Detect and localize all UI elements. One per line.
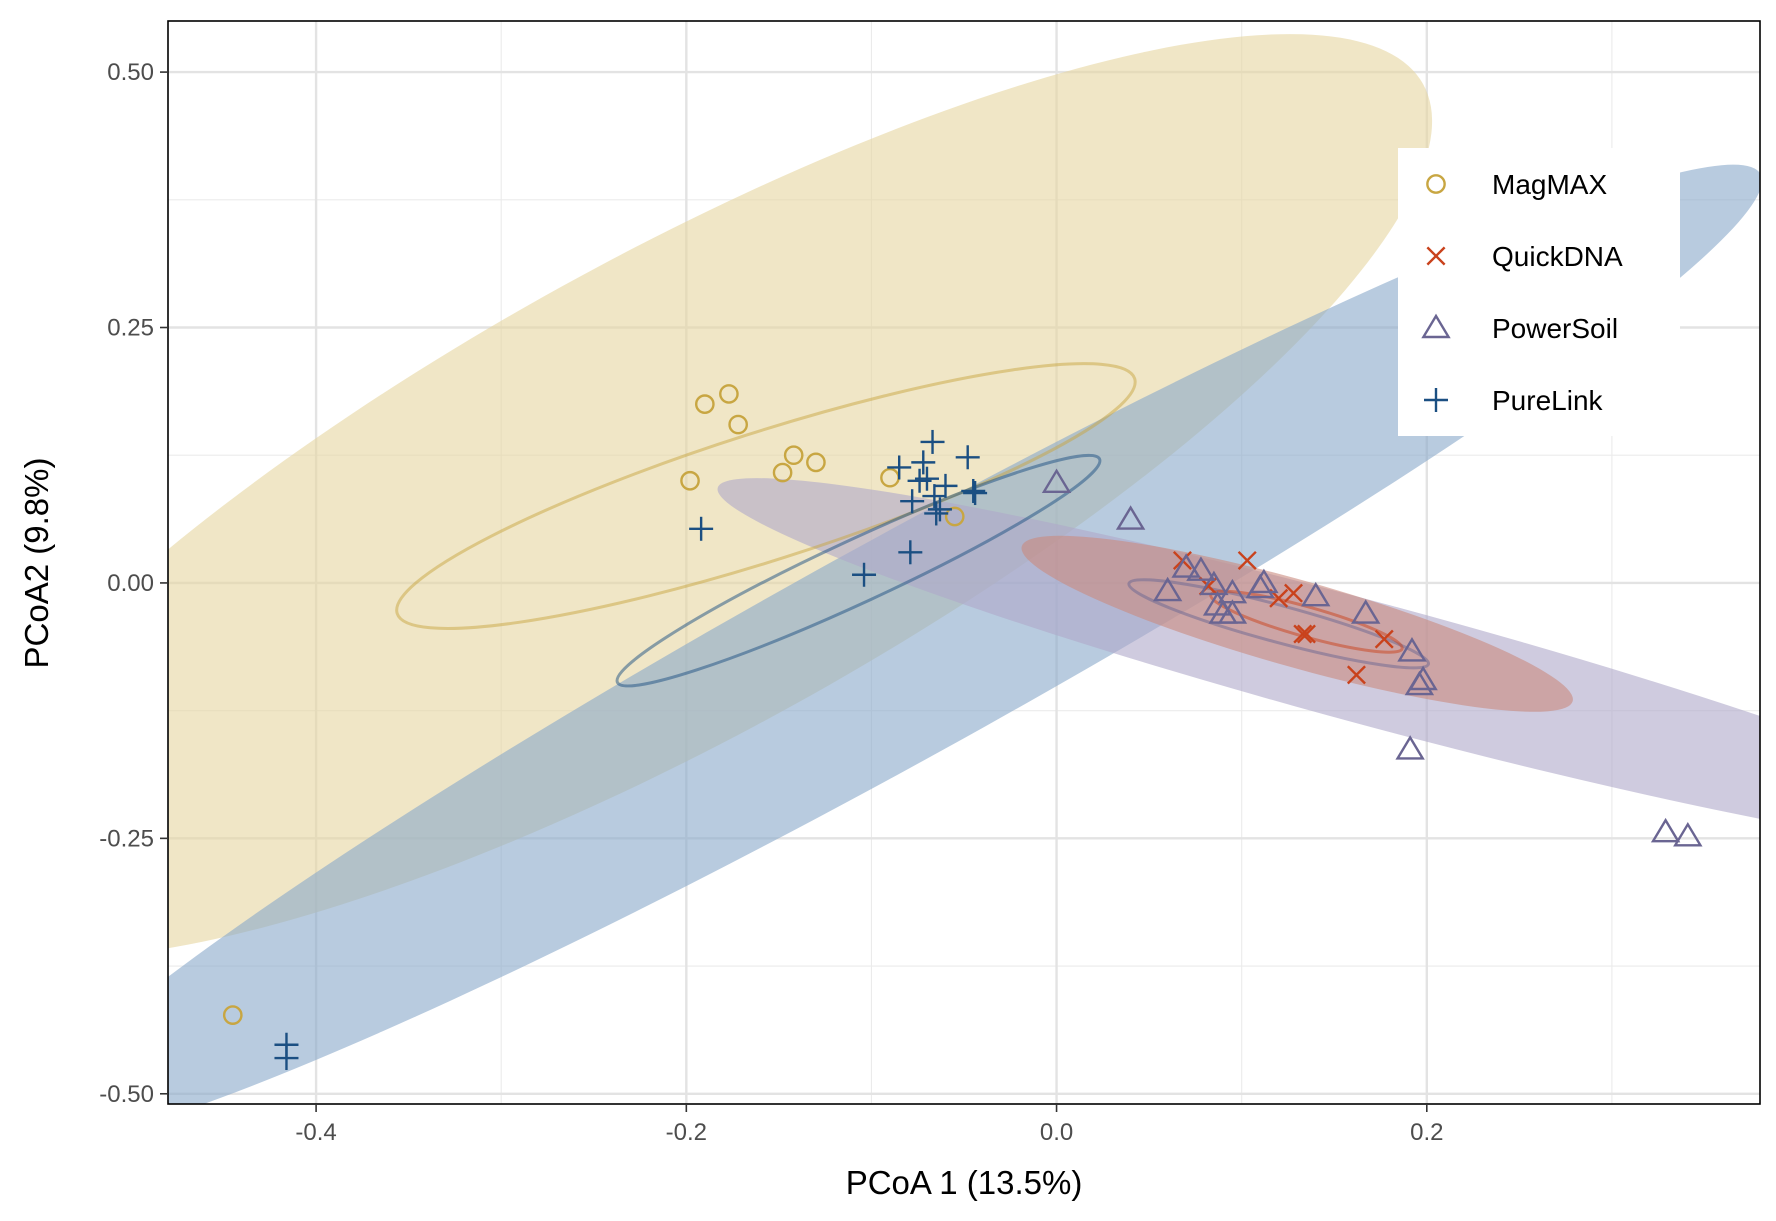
ellipse-inner-2 bbox=[1127, 578, 1431, 670]
legend-key-x bbox=[1426, 246, 1446, 266]
point-circle-0 bbox=[222, 1005, 243, 1025]
legend-key-circle bbox=[1426, 174, 1446, 194]
point-circle-0 bbox=[728, 414, 748, 435]
point-circle-0 bbox=[719, 384, 739, 404]
point-triangle-2 bbox=[1249, 568, 1279, 594]
legend-key-triangle bbox=[1421, 313, 1451, 339]
point-triangle-2 bbox=[1199, 570, 1229, 596]
point-triangle-2 bbox=[1186, 556, 1216, 581]
x-tick-label: -0.4 bbox=[295, 1119, 336, 1146]
point-x-1 bbox=[1237, 550, 1257, 570]
point-triangle-2 bbox=[1217, 599, 1248, 624]
point-plus-3 bbox=[887, 455, 912, 480]
legend-label: QuickDNA bbox=[1492, 241, 1623, 272]
point-triangle-2 bbox=[1171, 553, 1201, 578]
point-triangle-2 bbox=[1650, 817, 1681, 843]
legend-label: MagMAX bbox=[1492, 169, 1607, 200]
x-tick-label: -0.2 bbox=[666, 1119, 707, 1146]
point-circle-0 bbox=[944, 506, 965, 527]
point-plus-3 bbox=[911, 450, 936, 475]
y-axis-title: PCoA2 (9.8%) bbox=[18, 458, 55, 669]
point-triangle-2 bbox=[1152, 576, 1183, 602]
point-triangle-2 bbox=[1115, 505, 1146, 530]
point-plus-3 bbox=[924, 501, 949, 526]
point-plus-3 bbox=[963, 481, 988, 506]
point-circle-0 bbox=[783, 445, 804, 466]
plot-panel-border bbox=[167, 20, 1761, 1105]
legend-background bbox=[1398, 148, 1680, 436]
point-x-1 bbox=[1296, 624, 1316, 644]
ellipse-outer-0 bbox=[168, 34, 1433, 959]
point-triangle-2 bbox=[1408, 665, 1438, 691]
point-x-1 bbox=[1293, 624, 1313, 644]
point-x-1 bbox=[1284, 583, 1303, 603]
y-tick-label: 0.00 bbox=[107, 570, 154, 597]
point-triangle-2 bbox=[1397, 637, 1427, 662]
ellipse-inner-3 bbox=[615, 453, 1102, 688]
point-plus-3 bbox=[274, 1046, 299, 1071]
point-plus-3 bbox=[900, 489, 925, 514]
point-circle-0 bbox=[806, 452, 826, 473]
point-triangle-2 bbox=[1673, 821, 1703, 847]
y-tick-label: -0.50 bbox=[99, 1081, 154, 1108]
point-plus-3 bbox=[852, 562, 877, 587]
point-plus-3 bbox=[955, 445, 980, 470]
x-tick-label: 0.2 bbox=[1410, 1119, 1443, 1146]
y-tick-label: -0.25 bbox=[99, 825, 154, 852]
y-tick-label: 0.50 bbox=[107, 59, 154, 86]
legend-label: PureLink bbox=[1492, 385, 1604, 416]
legend-key-plus bbox=[1424, 388, 1448, 412]
x-axis-title: PCoA 1 (13.5%) bbox=[846, 1164, 1083, 1201]
y-tick-label: 0.25 bbox=[107, 315, 154, 342]
point-circle-0 bbox=[694, 394, 715, 414]
point-x-1 bbox=[1346, 665, 1366, 685]
point-circle-0 bbox=[772, 462, 793, 483]
point-plus-3 bbox=[961, 478, 986, 503]
legend: MagMAX QuickDNA PowerSoil PureLink bbox=[1398, 148, 1680, 436]
x-tick-label: 0.0 bbox=[1040, 1119, 1073, 1146]
data-points bbox=[222, 384, 1703, 1071]
point-plus-3 bbox=[920, 429, 945, 454]
point-plus-3 bbox=[933, 473, 958, 498]
point-plus-3 bbox=[898, 540, 923, 565]
point-circle-0 bbox=[680, 470, 700, 491]
ellipse-outer-3 bbox=[168, 164, 1760, 1104]
point-plus-3 bbox=[914, 466, 939, 491]
point-plus-3 bbox=[927, 497, 952, 522]
point-plus-3 bbox=[922, 484, 947, 509]
point-triangle-2 bbox=[1350, 599, 1381, 624]
legend-label: PowerSoil bbox=[1492, 313, 1618, 344]
point-x-1 bbox=[1374, 629, 1394, 649]
point-triangle-2 bbox=[1217, 578, 1248, 604]
ellipse-inner-0 bbox=[395, 362, 1137, 630]
axes: -0.4 -0.2 0.0 0.2 -0.50 -0.25 0.00 0.25 0.50 bbox=[99, 59, 1443, 1146]
point-plus-3 bbox=[689, 516, 714, 541]
point-triangle-2 bbox=[1301, 581, 1331, 607]
point-triangle-2 bbox=[1395, 735, 1425, 760]
point-triangle-2 bbox=[1041, 468, 1072, 494]
